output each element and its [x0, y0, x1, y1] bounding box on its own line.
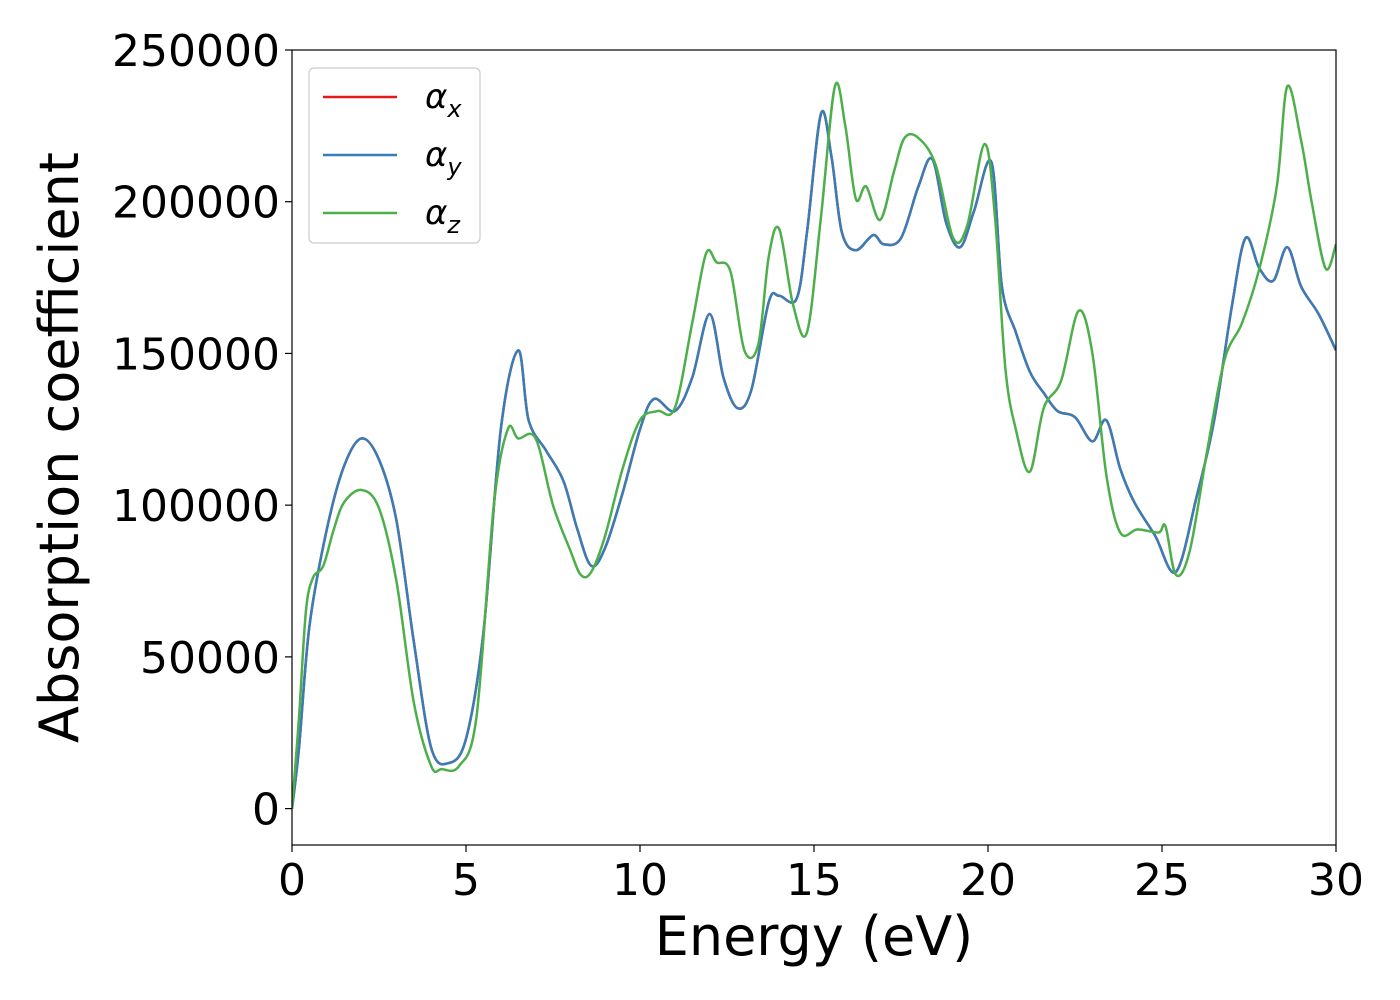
x-tick-label: 15 [786, 855, 842, 906]
legend: αx αy αz [308, 67, 481, 244]
x-tick-label: 0 [278, 855, 306, 906]
x-tick-label: 20 [960, 855, 1016, 906]
y-tick-label: 100000 [112, 481, 280, 532]
legend-label-z: αz [425, 193, 461, 239]
y-tick-label: 200000 [112, 178, 280, 229]
series-line-z [292, 81, 1336, 809]
y-axis-ticks: 0 50000 100000 150000 200000 250000 [112, 26, 292, 836]
y-axis-label: Absorption coefficient [28, 152, 91, 743]
x-tick-label: 10 [612, 855, 668, 906]
legend-label-x: αx [425, 77, 462, 123]
y-tick-label: 250000 [112, 26, 280, 77]
x-tick-label: 5 [452, 855, 480, 906]
series-line-y [292, 109, 1336, 809]
series-lines [292, 81, 1336, 809]
x-axis-label: Energy (eV) [655, 905, 974, 968]
y-tick-label: 50000 [140, 633, 280, 684]
x-tick-label: 25 [1134, 855, 1190, 906]
y-tick-label: 150000 [112, 329, 280, 380]
x-axis-ticks: 0 5 10 15 20 25 30 [278, 845, 1364, 906]
y-tick-label: 0 [252, 785, 280, 836]
x-tick-label: 30 [1308, 855, 1364, 906]
legend-label-y: αy [425, 135, 462, 181]
